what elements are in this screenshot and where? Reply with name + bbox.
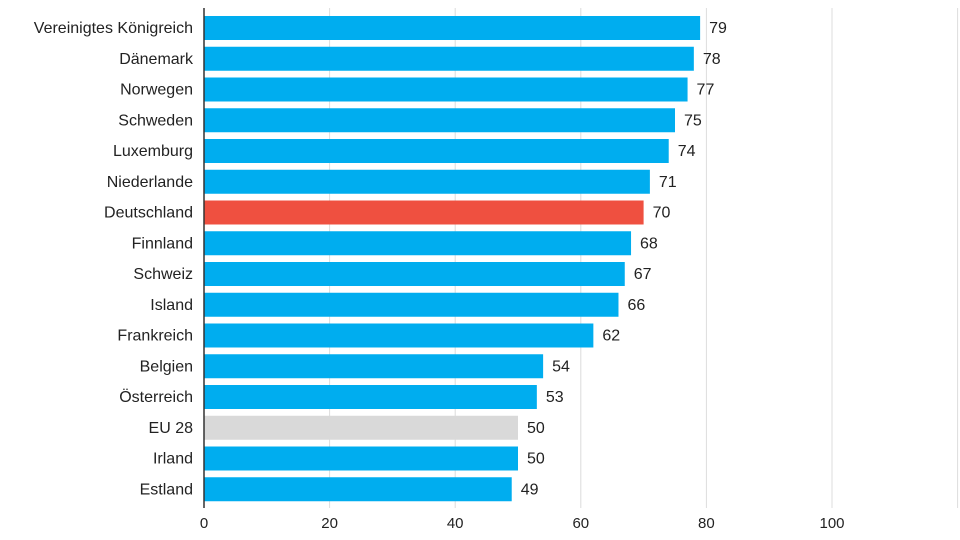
- x-tick-label: 100: [819, 515, 844, 532]
- category-label: Finnland: [132, 235, 193, 252]
- category-label: Island: [150, 297, 193, 314]
- x-tick-label: 40: [447, 515, 464, 532]
- value-label: 79: [709, 20, 727, 37]
- category-label: Irland: [153, 451, 193, 468]
- value-label: 75: [684, 112, 702, 129]
- bar: [204, 108, 675, 133]
- value-label: 77: [697, 82, 715, 99]
- value-label: 78: [703, 51, 721, 68]
- value-label: 50: [527, 451, 545, 468]
- bar: [204, 385, 537, 409]
- bar: [204, 477, 512, 502]
- category-label: Estland: [140, 481, 193, 498]
- value-label: 67: [634, 266, 652, 283]
- bar: [204, 231, 632, 256]
- bar: [204, 292, 619, 317]
- category-label: Frankreich: [117, 328, 193, 345]
- bar: [204, 415, 518, 440]
- value-label: 68: [640, 235, 658, 252]
- category-label: Belgien: [140, 358, 193, 375]
- value-label: 71: [659, 174, 677, 191]
- category-label: Österreich: [119, 388, 193, 406]
- bar: [204, 323, 594, 348]
- value-label: 74: [678, 143, 696, 160]
- category-label: Deutschland: [104, 205, 193, 222]
- bar: [204, 354, 544, 379]
- x-tick-label: 0: [200, 515, 208, 532]
- value-label: 53: [546, 389, 564, 406]
- x-tick-label: 80: [698, 515, 715, 532]
- value-label: 70: [653, 205, 671, 222]
- value-label: 54: [552, 358, 570, 375]
- category-label: Schweiz: [133, 266, 193, 283]
- bar: [204, 200, 644, 225]
- bar: [204, 16, 701, 40]
- category-label: Dänemark: [119, 51, 194, 68]
- bar: [204, 139, 669, 163]
- value-label: 50: [527, 420, 545, 437]
- bar: [204, 77, 688, 102]
- bar: [204, 169, 650, 194]
- value-label: 49: [521, 481, 539, 498]
- x-tick-label: 20: [321, 515, 338, 532]
- value-label: 62: [602, 328, 620, 345]
- x-tick-label: 60: [572, 515, 589, 532]
- category-label: Niederlande: [107, 174, 193, 191]
- category-label: Norwegen: [120, 82, 193, 99]
- value-label: 66: [627, 297, 645, 314]
- bar: [204, 46, 694, 71]
- category-label: Schweden: [118, 112, 193, 129]
- category-label: EU 28: [149, 420, 194, 437]
- category-label: Luxemburg: [113, 143, 193, 160]
- category-label: Vereinigtes Königreich: [34, 20, 193, 37]
- bar: [204, 262, 625, 286]
- bar: [204, 446, 518, 471]
